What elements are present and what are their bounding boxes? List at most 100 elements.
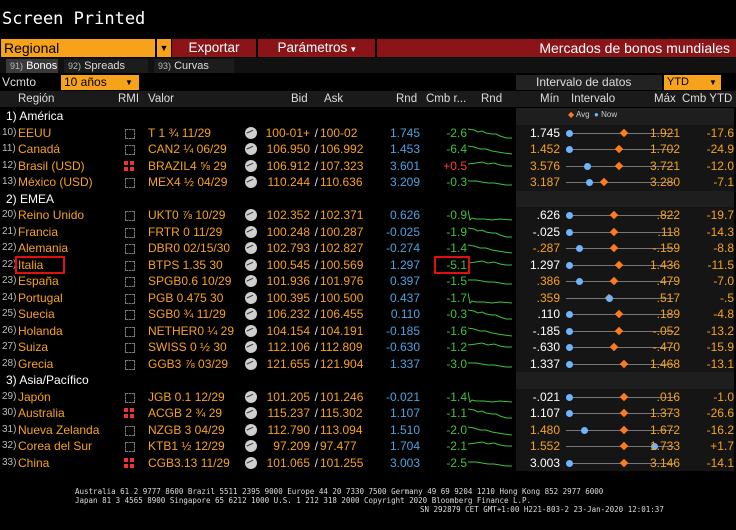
rmi-empty-icon[interactable]	[125, 128, 135, 139]
chevron-down-icon[interactable]: ▼	[125, 78, 133, 87]
region-name[interactable]: EEUU	[18, 125, 52, 140]
chart-icon[interactable]	[245, 341, 257, 353]
region-name[interactable]: Portugal	[18, 290, 63, 305]
bond-ticker[interactable]: CGB3.13 11/29	[148, 455, 230, 470]
region-name[interactable]: México (USD)	[18, 175, 93, 189]
chart-icon[interactable]	[245, 308, 257, 320]
region-name[interactable]: Francia	[18, 224, 59, 239]
table-row[interactable]: 33) China CGB3.13 11/29 101.065 /101.255 3.00…	[0, 454, 736, 471]
section-header[interactable]: 2) EMEA	[0, 190, 736, 207]
region-name[interactable]: Corea del Sur	[18, 439, 93, 453]
chart-icon[interactable]	[245, 242, 257, 254]
table-row[interactable]: 28) Grecia GGB3 ⅞ 03/29 121.655 /121.904 1.33…	[0, 355, 736, 372]
table-row[interactable]: 23) España SPGB0.6 10/29 101.936 /101.976 0.3…	[0, 273, 736, 290]
tab-curvas[interactable]: 93) Curvas	[154, 59, 234, 73]
yield-sparkline[interactable]	[468, 291, 512, 306]
chart-icon[interactable]	[245, 126, 257, 139]
chart-icon[interactable]	[245, 143, 257, 155]
region-name[interactable]: Canadá	[18, 142, 61, 156]
chart-icon[interactable]	[245, 390, 257, 403]
region-name[interactable]: Italia	[18, 257, 44, 272]
bond-ticker[interactable]: SGB0 ¾ 11/29	[148, 307, 226, 321]
bond-ticker[interactable]: DBR0 02/15/30	[148, 241, 231, 255]
bond-ticker[interactable]: GGB3 ⅞ 03/29	[148, 356, 229, 371]
header-rnd-chart[interactable]: Rnd	[481, 93, 503, 105]
chevron-down-icon[interactable]: ▼	[709, 78, 717, 87]
vcmto-select[interactable]: 10 años	[61, 75, 139, 90]
table-row[interactable]: 30) Australia ACGB 2 ¾ 29 115.237/115.302 1.…	[0, 405, 736, 422]
bond-ticker[interactable]: NZGB 3 04/29	[148, 422, 225, 437]
bond-ticker[interactable]: MEX4 ½ 04/29	[148, 175, 228, 189]
yield-sparkline[interactable]	[468, 208, 512, 223]
table-row[interactable]: 31) Nueva Zelanda NZGB 3 04/29 112.790/113.…	[0, 421, 736, 438]
table-row[interactable]: 20) Reino Unido UKT0 ⅞ 10/29 102.352 /102.37…	[0, 207, 736, 224]
bond-ticker[interactable]: PGB 0.475 30	[148, 290, 224, 305]
yield-sparkline[interactable]	[468, 439, 512, 454]
header-rmi[interactable]: RMI	[118, 93, 140, 105]
tab-spreads[interactable]: 92) Spreads	[64, 59, 148, 73]
section-header[interactable]: 1) América	[0, 108, 736, 125]
rmi-alert-icon[interactable]	[124, 457, 135, 469]
chart-icon[interactable]	[245, 258, 257, 271]
rmi-empty-icon[interactable]	[125, 293, 135, 304]
chart-icon[interactable]	[245, 456, 257, 469]
region-name[interactable]: Suiza	[18, 340, 49, 354]
rmi-empty-icon[interactable]	[125, 343, 135, 353]
header-region[interactable]: Región	[18, 93, 55, 105]
yield-sparkline[interactable]	[468, 456, 512, 471]
rmi-empty-icon[interactable]	[125, 145, 135, 155]
region-name[interactable]: Grecia	[18, 356, 54, 371]
table-row[interactable]: 21) Francia FRTR 0 11/29 100.248 /100.287 -0.…	[0, 223, 736, 240]
yield-sparkline[interactable]	[468, 390, 512, 405]
exportar-button[interactable]: Exportar	[172, 39, 256, 57]
yield-sparkline[interactable]	[468, 357, 512, 372]
yield-sparkline[interactable]	[468, 241, 512, 256]
header-valor[interactable]: Valor	[148, 93, 174, 105]
regional-dropdown[interactable]: Regional	[1, 39, 155, 57]
table-row[interactable]: 22) Alemania DBR0 02/15/30 102.793 /102.827 -…	[0, 240, 736, 257]
rmi-empty-icon[interactable]	[125, 359, 135, 370]
header-bid[interactable]: Bid	[291, 93, 308, 105]
yield-sparkline[interactable]	[468, 406, 512, 421]
parametros-button[interactable]: Parámetros ▾	[258, 39, 375, 57]
rmi-empty-icon[interactable]	[125, 178, 135, 188]
region-name[interactable]: Japón	[18, 389, 51, 404]
chart-icon[interactable]	[245, 225, 257, 238]
chart-icon[interactable]	[245, 423, 257, 436]
header-intervalo[interactable]: Intervalo	[571, 93, 616, 105]
chart-icon[interactable]	[245, 357, 257, 370]
bond-ticker[interactable]: SWISS 0 ½ 30	[148, 340, 227, 354]
rmi-empty-icon[interactable]	[125, 277, 135, 287]
rmi-empty-icon[interactable]	[125, 310, 135, 320]
table-row[interactable]: 29) Japón JGB 0.1 12/29 101.205 /101.246 -0.0…	[0, 388, 736, 405]
chart-icon[interactable]	[245, 440, 257, 452]
region-name[interactable]: Suecia	[18, 307, 55, 321]
rmi-empty-icon[interactable]	[125, 326, 135, 337]
yield-sparkline[interactable]	[468, 175, 512, 190]
bond-ticker[interactable]: BRAZIL4 ⅝ 29	[148, 158, 227, 173]
rmi-empty-icon[interactable]	[125, 442, 135, 452]
rmi-empty-icon[interactable]	[125, 227, 135, 238]
table-row[interactable]: 11) Canadá CAN2 ¼ 06/29 106.950 /106.992 1.45…	[0, 141, 736, 158]
chart-icon[interactable]	[245, 324, 257, 337]
header-ask[interactable]: Ask	[324, 93, 344, 105]
rmi-empty-icon[interactable]	[125, 211, 135, 221]
header-cmb[interactable]: Cmb r...	[426, 93, 467, 105]
bond-ticker[interactable]: NETHER0 ¼ 29	[148, 323, 235, 338]
chart-icon[interactable]	[245, 209, 257, 221]
yield-sparkline[interactable]	[468, 126, 512, 141]
region-name[interactable]: China	[18, 455, 50, 470]
rmi-empty-icon[interactable]	[125, 392, 135, 403]
chart-icon[interactable]	[245, 159, 257, 172]
table-row[interactable]: 12) Brasil (USD) BRAZIL4 ⅝ 29 106.912 /107.3…	[0, 157, 736, 174]
yield-sparkline[interactable]	[468, 258, 512, 273]
region-name[interactable]: España	[18, 274, 59, 288]
chart-icon[interactable]	[245, 291, 257, 304]
bond-ticker[interactable]: T 1 ¾ 11/29	[148, 125, 211, 140]
yield-sparkline[interactable]	[468, 159, 512, 174]
region-name[interactable]: Brasil (USD)	[18, 158, 85, 173]
table-row[interactable]: 24) Portugal PGB 0.475 30 100.395 /100.500 0.…	[0, 289, 736, 306]
header-cmb-ytd[interactable]: Cmb YTD	[682, 93, 733, 105]
yield-sparkline[interactable]	[468, 142, 512, 157]
bond-ticker[interactable]: KTB1 ½ 12/29	[148, 439, 225, 453]
